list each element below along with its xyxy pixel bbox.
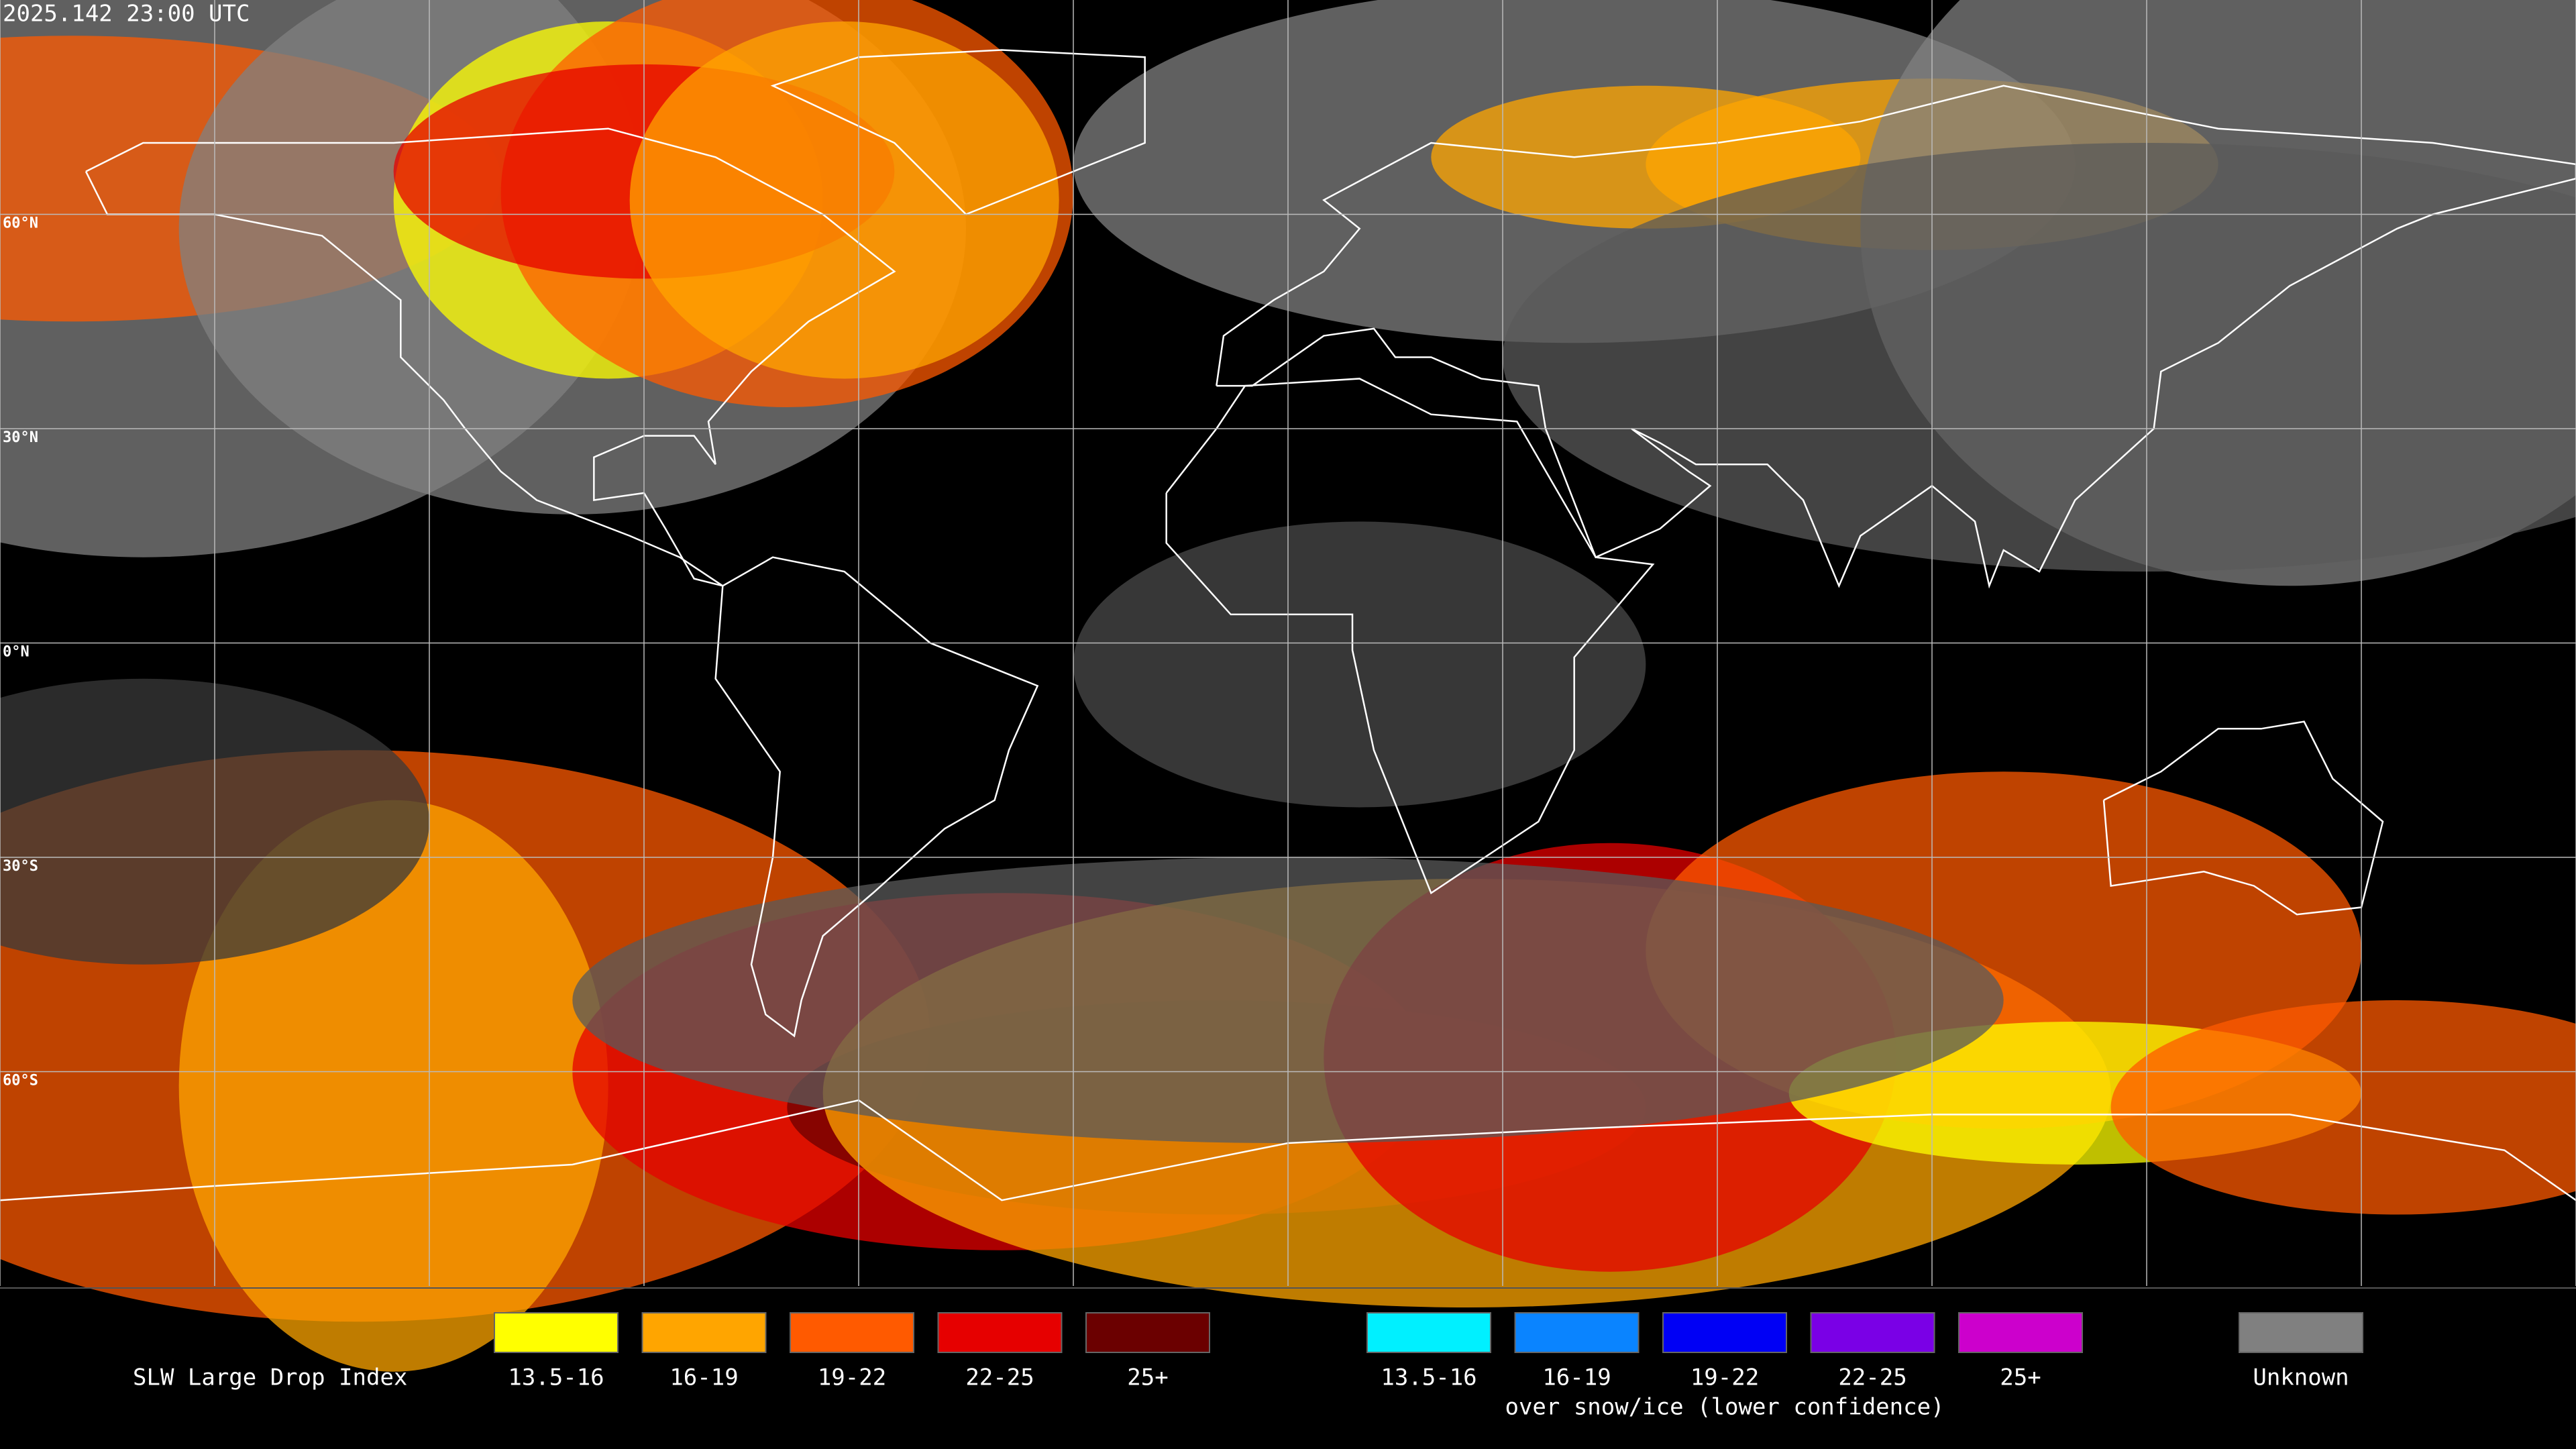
legend-swatch [641, 1312, 767, 1353]
legend-label: 16-19 [669, 1364, 738, 1391]
legend-swatch [1958, 1312, 2083, 1353]
legend-label: 25+ [2000, 1364, 2041, 1391]
legend-label: 25+ [1127, 1364, 1168, 1391]
coastline [85, 127, 896, 587]
latitude-label: 60°N [3, 215, 38, 232]
legend-label: 19-22 [818, 1364, 886, 1391]
legend-swatch [937, 1312, 1063, 1353]
cloud-field [1503, 143, 2576, 572]
coastline [1165, 378, 1655, 895]
legend-swatch [790, 1312, 914, 1353]
latitude-label: 60°S [3, 1073, 38, 1089]
legend-swatch [1810, 1312, 1935, 1353]
legend-title: SLW Large Drop Index [133, 1364, 407, 1391]
legend-label: Unknown [2253, 1364, 2349, 1391]
legend-label: 16-19 [1542, 1364, 1611, 1391]
coastline [1216, 85, 2576, 589]
legend-swatch [494, 1312, 619, 1353]
coastline [714, 556, 1039, 1038]
map: 60°N 30°N 0°N 30°S 60°S [0, 0, 2576, 1372]
legend-label: 22-25 [965, 1364, 1034, 1391]
timestamp: 2025.142 23:00 UTC [3, 1, 250, 28]
latitude-label: 0°N [3, 644, 30, 661]
latitude-label: 30°N [3, 429, 38, 446]
latitude-label: 30°S [3, 858, 38, 875]
legend-swatch [1366, 1312, 1491, 1353]
coastline [770, 49, 1146, 215]
coastline [2102, 720, 2384, 916]
cloud-field [2110, 1000, 2576, 1215]
legend-label: 13.5-16 [1381, 1364, 1477, 1391]
legend: SLW Large Drop Index 13.5-16 16-19 19-22 22-… [133, 1312, 2363, 1421]
legend-caption: over snow/ice (lower confidence) [1505, 1394, 1944, 1421]
legend-label: 19-22 [1690, 1364, 1759, 1391]
legend-swatch [1514, 1312, 1640, 1353]
cloud-field [629, 21, 1059, 379]
legend-swatch [1662, 1312, 1787, 1353]
legend-label: 22-25 [1838, 1364, 1907, 1391]
legend-swatch [2239, 1312, 2363, 1353]
legend-label: 13.5-16 [508, 1364, 604, 1391]
legend-swatch [1085, 1312, 1210, 1353]
cloud-field [1073, 521, 1646, 808]
